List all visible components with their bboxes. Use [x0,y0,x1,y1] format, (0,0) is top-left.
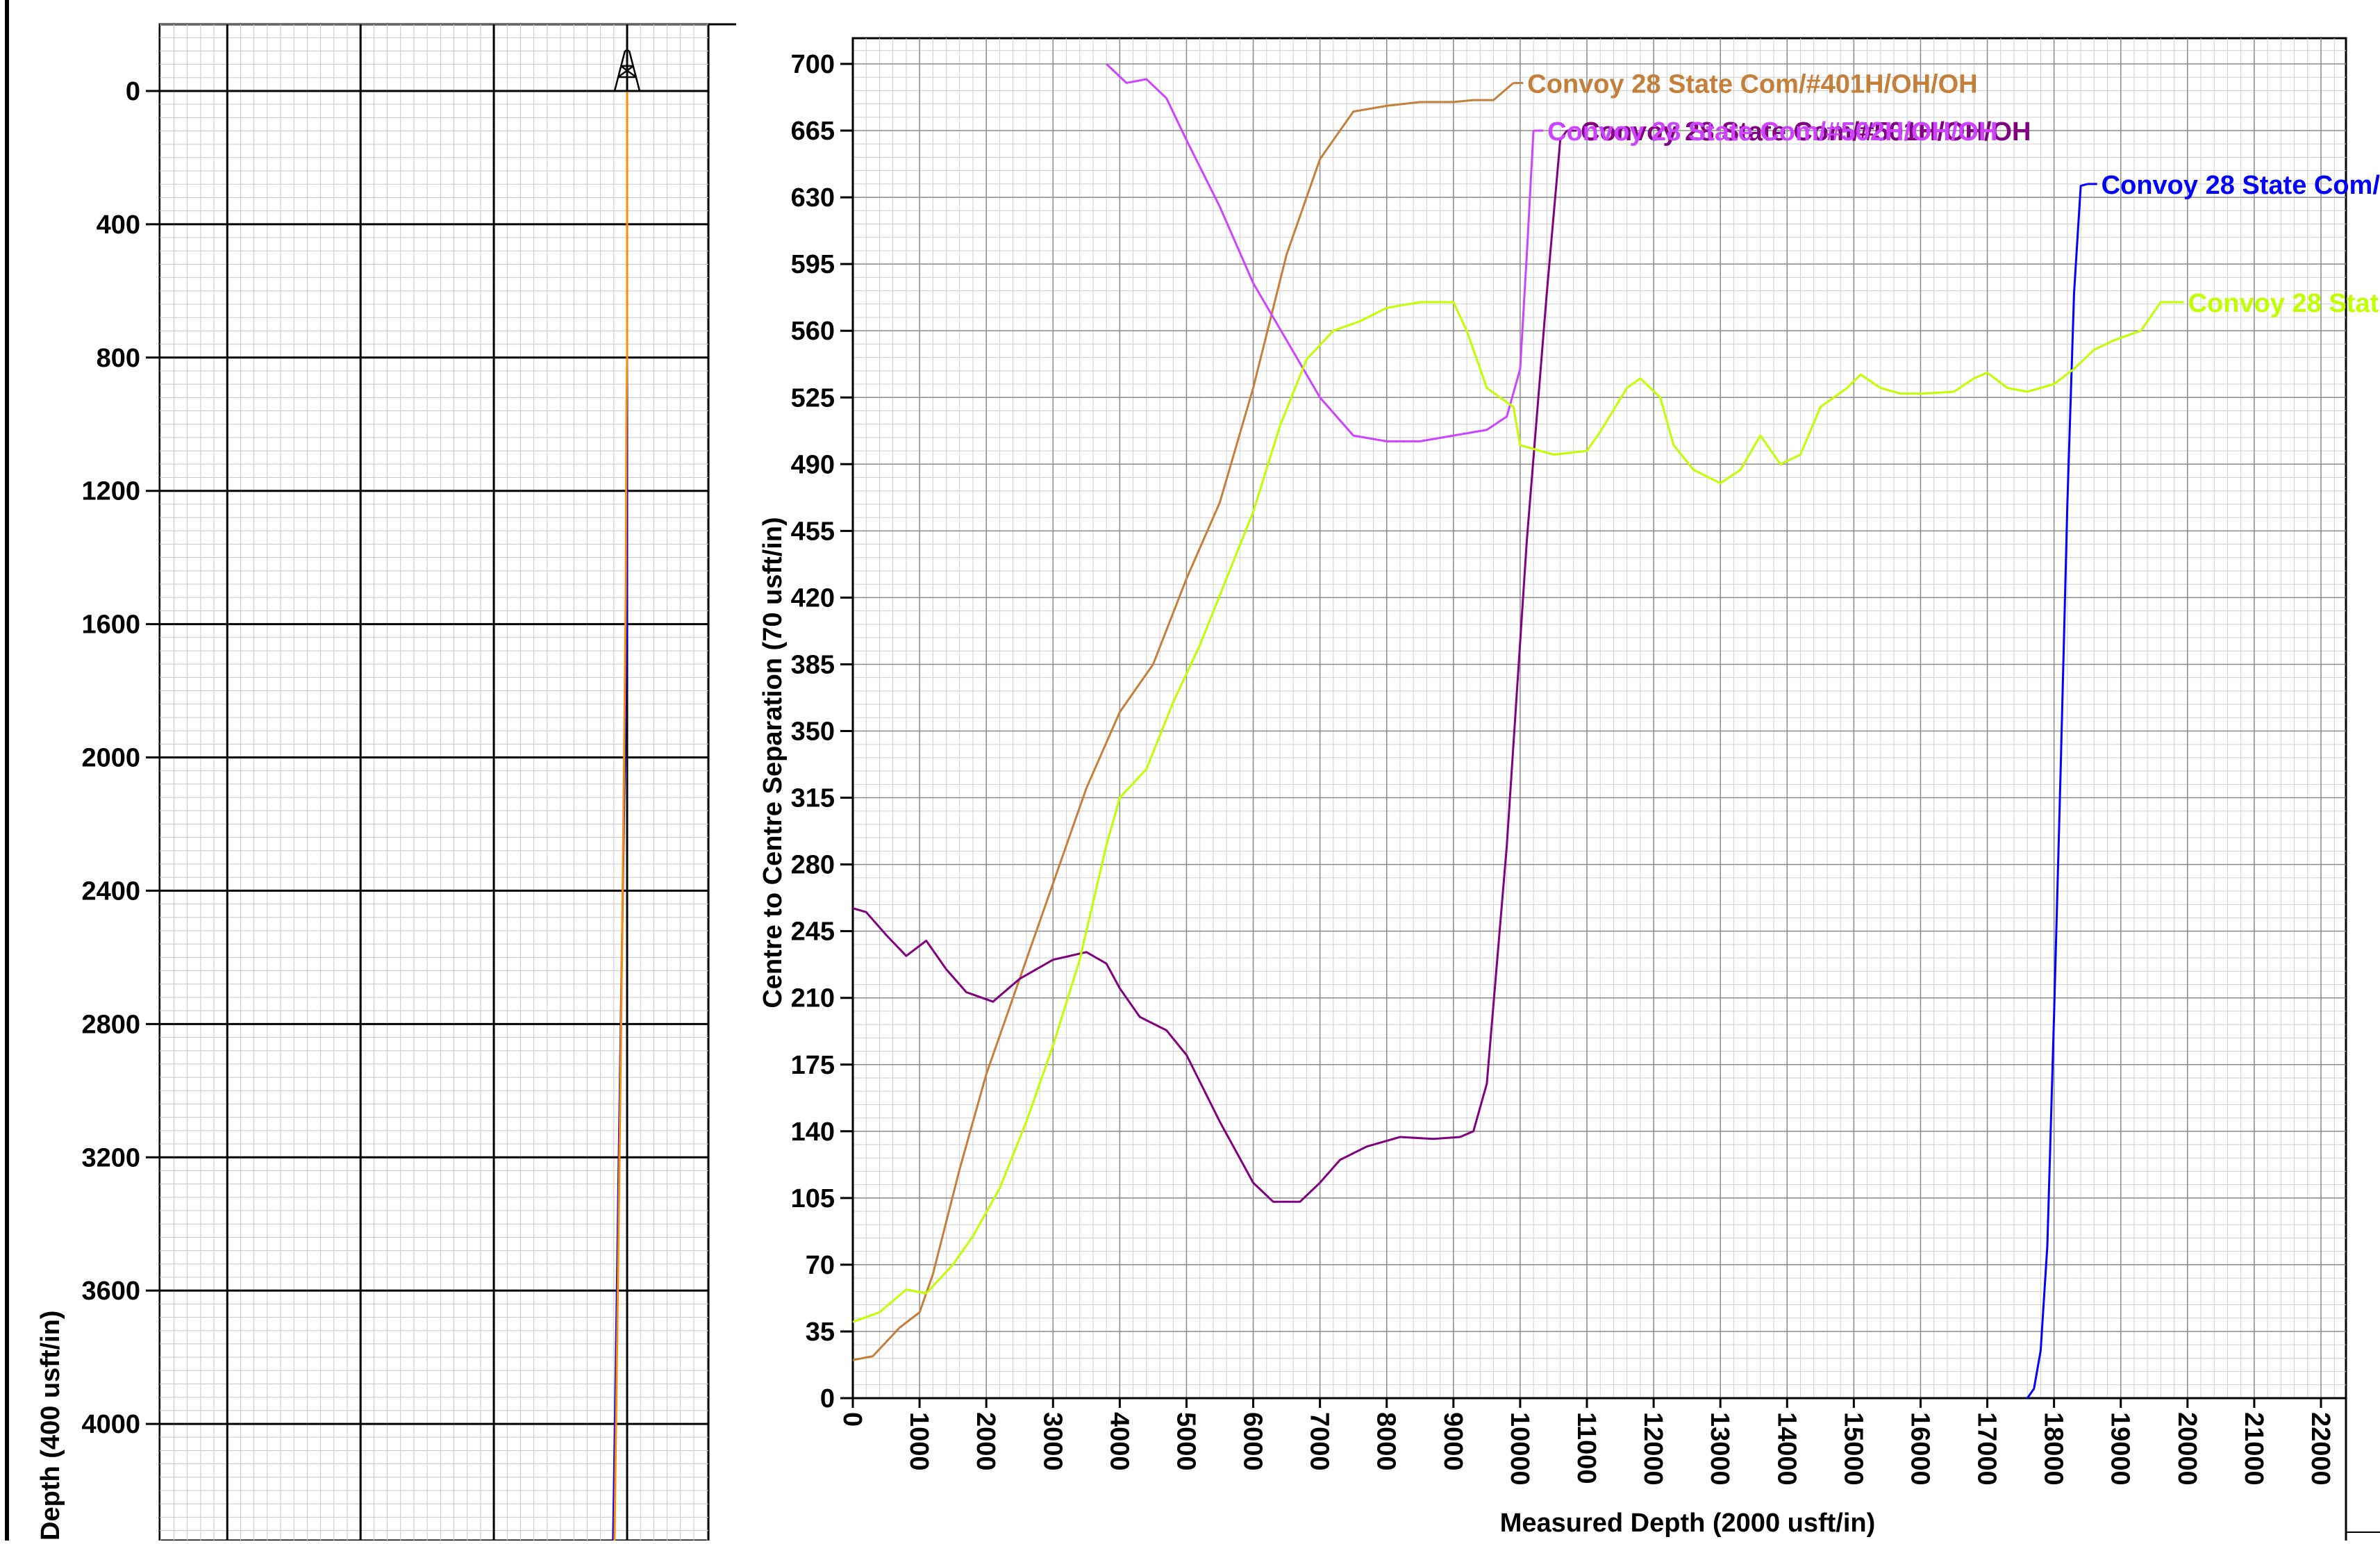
right-y-tick-label: 420 [791,583,835,613]
right-x-tick-label: 9000 [1438,1412,1467,1471]
right-x-tick-label: 15000 [1838,1412,1867,1486]
right-x-tick-label: 11000 [1572,1412,1601,1484]
right-y-tick-label: 630 [791,183,835,213]
left-y-tick-label: 1200 [81,477,140,506]
right-y-tick-label: 385 [791,650,835,679]
series-line-2 [853,130,1568,1203]
left-y-tick-label: 3600 [81,1277,140,1306]
series-label-2: Convoy 28 State Com/#501H/OH/OH [1581,117,2031,147]
series-line-5 [853,301,2174,1323]
right-y-tick-label: 0 [820,1384,835,1413]
left-y-axis-label: Depth (400 usft/in) [36,1311,65,1541]
left-y-tick-label: 1600 [81,611,140,640]
rig-icon-stroke [613,50,626,92]
right-plot-frame [851,37,2347,1400]
left-y-axis: 0 400 800 1200 1600 2000 2400 2800 3200 3600 4000 [81,77,160,1439]
right-x-tick-label: 5000 [1171,1412,1200,1471]
left-y-tick-label: 2400 [81,877,140,906]
right-y-tick-label: 490 [791,450,835,479]
rig-icon-stroke [617,65,634,78]
series-label-1: Convoy 28 State Com/#401H/OH/OH [1527,69,1977,99]
right-y-tick-label: 70 [806,1251,835,1280]
series-line-3 [1106,63,1535,442]
left-y-tick-label: 400 [97,210,140,240]
right-x-tick-label: 19000 [2106,1412,2135,1486]
right-y-tick-label: 665 [791,117,835,146]
series-line-1 [853,82,1515,1361]
right-y-tick-label: 105 [791,1184,835,1213]
left-y-tick-label: 2800 [81,1010,140,1039]
series-line-4 [2026,183,2088,1399]
right-x-tick-label: 6000 [1238,1412,1267,1471]
right-y-tick-label: 455 [791,517,835,546]
right-x-tick-label: 17000 [1972,1412,2002,1486]
right-y-tick-label: 350 [791,717,835,747]
right-y-tick-label: 525 [791,383,835,413]
right-x-tick-label: 20000 [2172,1412,2202,1486]
series-label-5: Convoy 28 State Com/#504H/OH/OH [2188,289,2380,318]
drilling-rig-icon [610,43,644,92]
right-y-tick-label: 210 [791,984,835,1013]
right-x-tick-label: 16000 [1905,1412,1934,1486]
right-y-tick-label: 175 [791,1051,835,1080]
left-y-tick-label: 3200 [81,1143,140,1172]
right-x-tick-label: 3000 [1038,1412,1067,1471]
right-y-tick-label: 700 [791,50,835,79]
left-y-tick-label: 2000 [81,744,140,773]
left-y-tick-label: 800 [97,344,140,373]
right-x-axis-label: Measured Depth (2000 usft/in) [1500,1509,1876,1538]
right-y-axis-label: Centre to Centre Separation (70 usft/in) [758,517,788,1008]
rig-icon-stroke [620,65,637,78]
right-y-tick-label: 140 [791,1118,835,1147]
right-y-tick-label: 245 [791,918,835,947]
left-plot-grid [158,23,710,1542]
left-y-tick-label: 4000 [81,1410,140,1439]
right-plot-series [853,63,2174,1399]
right-x-tick-label: 7000 [1305,1412,1334,1471]
right-x-tick-label: 21000 [2239,1412,2268,1486]
right-x-tick-label: 0 [838,1412,867,1427]
series-labels: Convoy 28 State Com/#401H/OH/OH Convoy 28… [1513,69,2380,318]
right-y-tick-label: 280 [791,851,835,880]
right-y-tick-label: 35 [806,1318,835,1347]
left-y-tick-label: 0 [126,77,140,106]
right-x-tick-label: 18000 [2039,1412,2068,1486]
right-x-tick-label: 4000 [1104,1412,1133,1471]
right-x-tick-label: 1000 [904,1412,933,1471]
right-x-tick-label: 12000 [1638,1412,1667,1486]
right-y-tick-label: 595 [791,250,835,279]
right-plot-axes: 0 35 70 105 140 175 210 245 280 315 350 385 420 455 49… [791,38,2380,1541]
right-x-tick-label: 10000 [1505,1412,1534,1486]
right-x-tick-label: 2000 [971,1412,1000,1471]
right-x-tick-label: 14000 [1772,1412,1801,1486]
rig-icon-stroke [628,50,641,92]
series-label-4: Convoy 28 State Com/#503H/OH/OH [2102,171,2380,200]
right-plot-grid [851,37,2347,1400]
right-y-tick-label: 315 [791,784,835,813]
right-x-tick-label: 8000 [1372,1412,1401,1471]
right-y-tick-label: 560 [791,317,835,346]
right-x-tick-label: 13000 [1705,1412,1734,1486]
left-plot-series [612,91,629,1541]
right-x-tick-label: 22000 [2306,1412,2335,1486]
left-series-line-2 [613,91,629,1541]
series-label-3: Convoy 28 State Com/#502H/OH/OH [1547,117,1997,147]
